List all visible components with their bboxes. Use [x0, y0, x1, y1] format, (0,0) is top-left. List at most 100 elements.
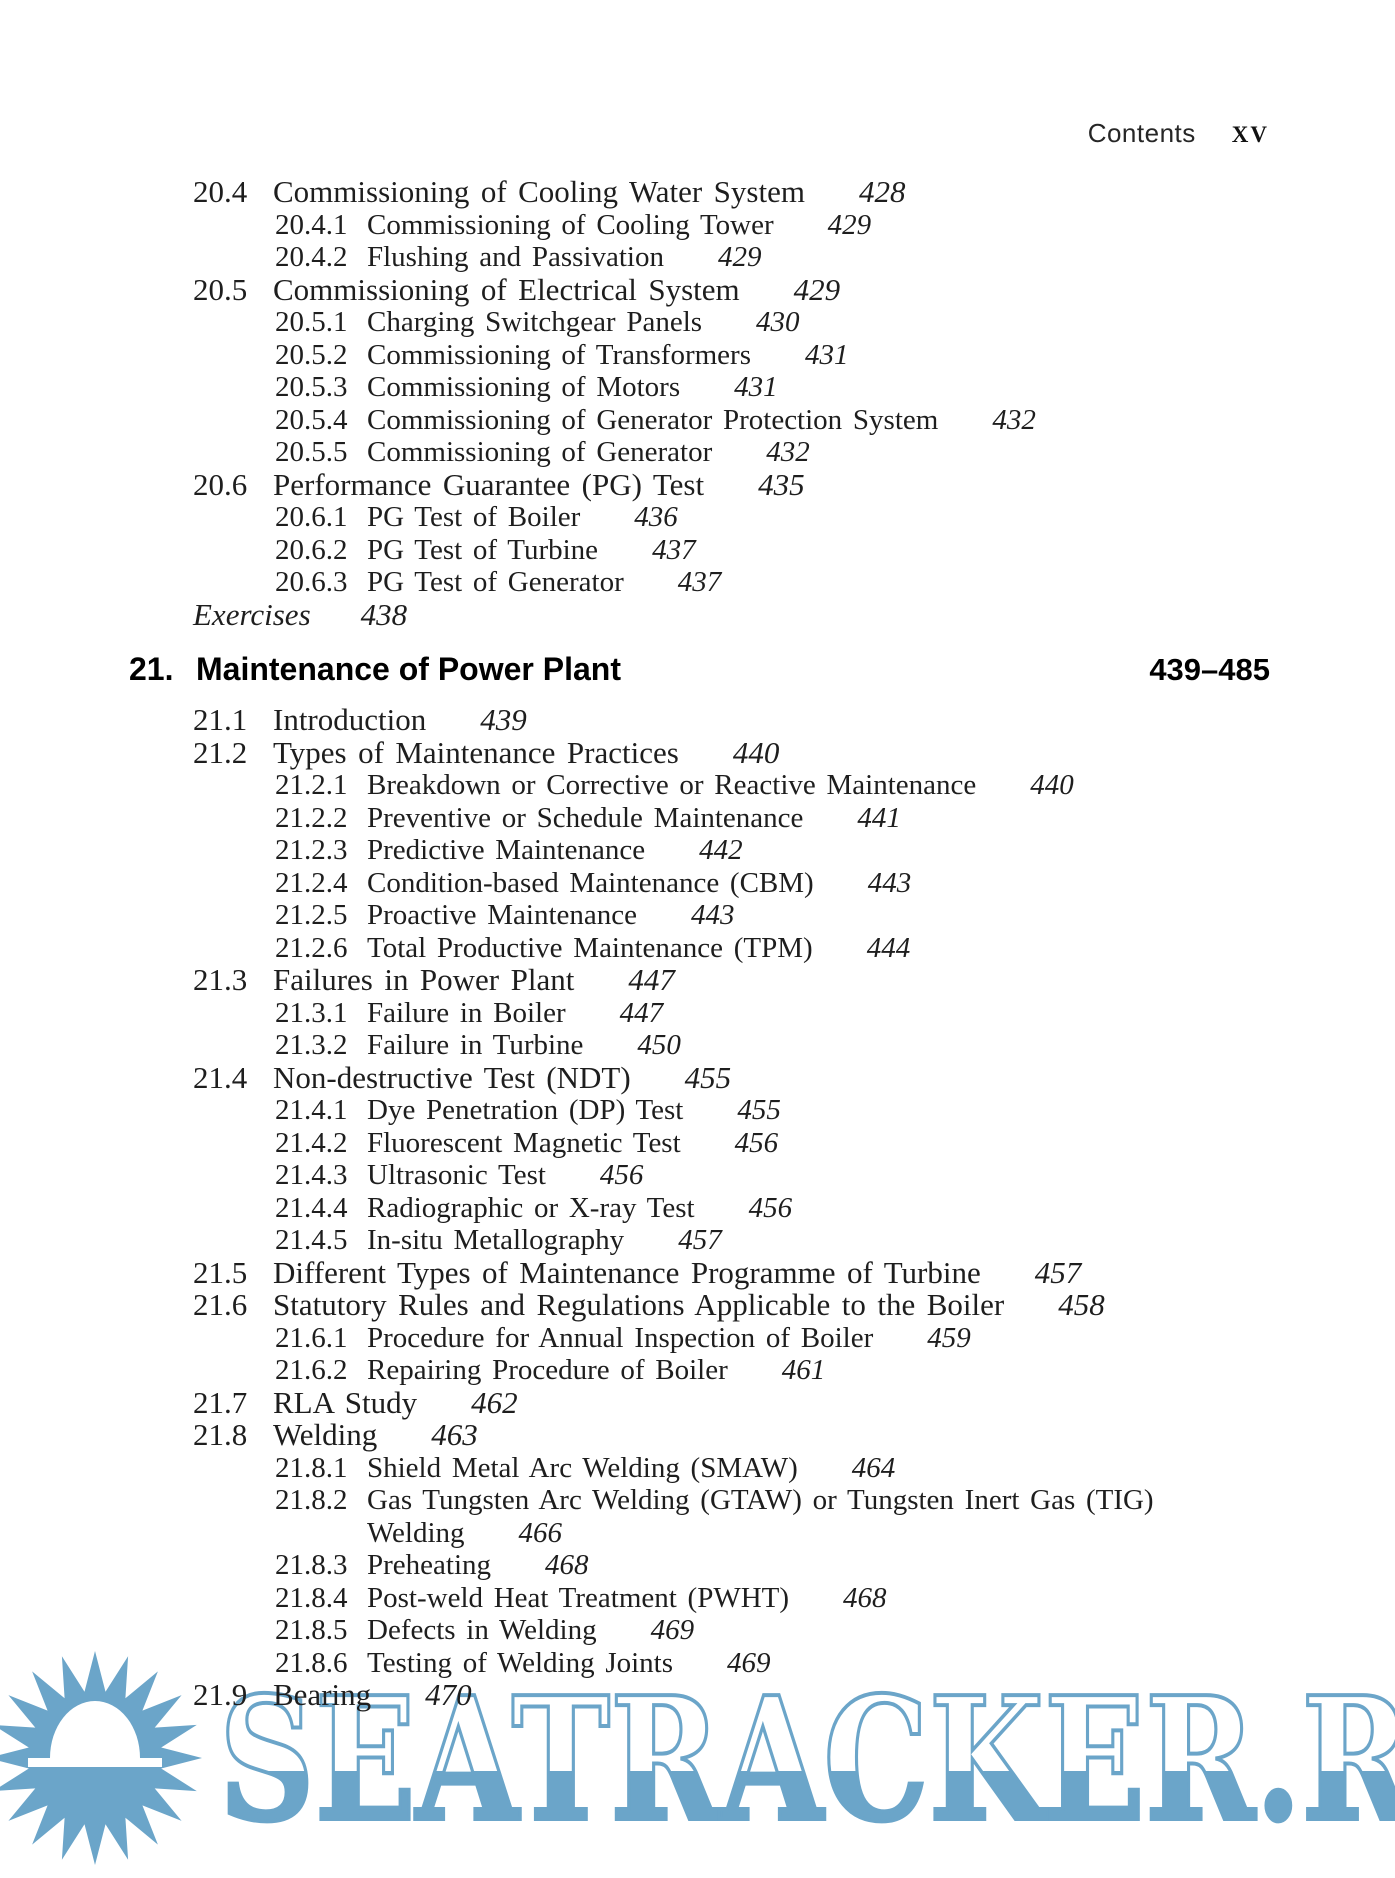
entry-number: 20.6.1	[275, 501, 348, 533]
entry-number: 21.4.4	[275, 1191, 348, 1224]
entry-page: 450	[637, 1029, 681, 1061]
entry-title: Condition-based Maintenance (CBM)	[367, 866, 814, 899]
toc-entry: 20.6.2 PG Test of Turbine 437	[193, 534, 1270, 567]
entry-title: Welding	[367, 1516, 465, 1549]
entry-number: 21.8.5	[275, 1614, 348, 1646]
toc-entry: 21.4.3 Ultrasonic Test 456	[193, 1159, 1270, 1192]
entry-number: 21.8.3	[275, 1549, 348, 1581]
entry-title: Types of Maintenance Practices	[273, 734, 679, 770]
entry-number: 21.3	[193, 962, 248, 997]
entry-title: Non-destructive Test (NDT)	[273, 1059, 631, 1095]
toc-entry: 21.8.6 Testing of Welding Joints 469	[193, 1647, 1270, 1680]
entry-page: 463	[431, 1417, 478, 1452]
entry-page: 430	[756, 306, 800, 338]
entry-title: Commissioning of Cooling Tower	[367, 208, 774, 241]
toc-entry: 20.5 Commissioning of Electrical System 42…	[193, 271, 1270, 307]
entry-number: 21.8	[193, 1417, 248, 1452]
entry-number: 21.4.2	[275, 1126, 348, 1159]
entry-title: Testing of Welding Joints	[367, 1646, 674, 1679]
entry-number: 21.4.5	[275, 1224, 348, 1256]
entry-title: Preventive or Schedule Maintenance	[367, 801, 804, 834]
toc-entry: 21.6.2 Repairing Procedure of Boiler 461	[193, 1354, 1270, 1387]
entry-number: 20.5	[193, 271, 248, 307]
entry-number: 21.5	[193, 1254, 248, 1290]
toc-entry: 21.6.1 Procedure for Annual Inspection of…	[193, 1322, 1270, 1355]
toc-entry: 21.2.4 Condition-based Maintenance (CBM) 4…	[193, 867, 1270, 900]
running-title: Contents	[1087, 118, 1196, 148]
entry-page: 455	[737, 1094, 781, 1126]
toc-entry: 21.4.5 In-situ Metallography 457	[193, 1224, 1270, 1257]
entry-page: 435	[758, 466, 805, 502]
entry-title: Preheating	[367, 1549, 492, 1581]
entry-number: 21.4	[193, 1059, 248, 1095]
entry-number: 21.2.1	[275, 769, 348, 801]
entry-title: RLA Study	[273, 1384, 418, 1420]
entry-number: 20.6	[193, 466, 248, 502]
toc-entry: 21.7 RLA Study 462	[193, 1384, 1270, 1420]
toc-entry: 21.8.4 Post-weld Heat Treatment (PWHT) 468	[193, 1582, 1270, 1615]
entry-page: 457	[678, 1224, 722, 1256]
entry-page: 429	[793, 271, 841, 307]
entry-title: Commissioning of Cooling Water System	[273, 174, 805, 209]
entry-number: 20.5.5	[275, 436, 348, 468]
entry-page: 432	[766, 436, 810, 468]
entry-number: 20.4.2	[275, 241, 348, 273]
entry-title: Commissioning of Generator	[367, 436, 713, 468]
entry-title: Failure in Turbine	[367, 1029, 584, 1061]
entry-number: 20.4	[193, 174, 248, 209]
entry-page: 459	[927, 1321, 971, 1354]
entry-title: Dye Penetration (DP) Test	[367, 1094, 684, 1126]
entry-page: 437	[652, 533, 696, 566]
toc-entry: 21.9 Bearing 470	[193, 1677, 1270, 1712]
chapter-heading: 21. Maintenance of Power Plant 439–485	[129, 649, 1270, 690]
entry-title: Failure in Boiler	[367, 996, 566, 1029]
entry-page: 456	[734, 1126, 779, 1159]
entry-number: 21.2.3	[275, 834, 348, 866]
entry-title: Total Productive Maintenance (TPM)	[367, 931, 813, 964]
toc-entry: 21.4 Non-destructive Test (NDT) 455	[193, 1059, 1270, 1095]
entry-page: 458	[1058, 1287, 1105, 1322]
chapter-21-entries: 21.1 Introduction 439 21.2 Types of Mainten…	[193, 702, 1270, 1712]
entry-number: 20.4.1	[275, 208, 348, 241]
toc-entry: 21.6 Statutory Rules and Regulations Appl…	[193, 1287, 1270, 1322]
toc-entry-exercises: Exercises 438	[193, 598, 1270, 632]
entry-title: Commissioning of Generator Protection Sy…	[367, 403, 939, 436]
entry-title: Radiographic or X-ray Test	[367, 1191, 695, 1224]
entry-number: 20.5.2	[275, 338, 348, 371]
entry-number: 20.5.1	[275, 306, 348, 338]
entry-number: 21.6.2	[275, 1354, 348, 1386]
toc-entry: 20.6.1 PG Test of Boiler 436	[193, 501, 1270, 534]
entry-page: 468	[545, 1549, 589, 1581]
toc-entry: 21.1 Introduction 439	[193, 702, 1270, 737]
entry-page: 443	[691, 899, 735, 931]
entry-page: 456	[748, 1191, 793, 1224]
toc-entry: 21.4.2 Fluorescent Magnetic Test 456	[193, 1127, 1270, 1160]
entry-title: Predictive Maintenance	[367, 834, 646, 866]
entry-page: 431	[805, 338, 849, 371]
entry-number: 21.9	[193, 1677, 248, 1712]
toc-entry: 21.3.2 Failure in Turbine 450	[193, 1029, 1270, 1062]
entry-number: 21.4.1	[275, 1094, 348, 1126]
entry-title: Breakdown or Corrective or Reactive Main…	[367, 769, 977, 801]
page-header: Contents XV	[1088, 118, 1269, 149]
chapter-number: 21.	[129, 651, 174, 687]
entry-title: Introduction	[273, 702, 427, 737]
entry-number: 21.8.6	[275, 1646, 348, 1679]
entry-page: 442	[699, 834, 743, 866]
entry-title: PG Test of Generator	[367, 566, 624, 598]
entry-number: 20.6.3	[275, 566, 348, 598]
entry-number: 21.2.6	[275, 931, 348, 964]
entry-page: 428	[858, 174, 906, 209]
toc-entry: 21.2 Types of Maintenance Practices 440	[193, 734, 1270, 770]
entry-page: 468	[843, 1581, 887, 1614]
entry-page: 461	[781, 1354, 826, 1386]
toc-entry: 21.5 Different Types of Maintenance Progr…	[193, 1254, 1270, 1290]
entry-title: Defects in Welding	[367, 1614, 597, 1646]
toc-entry: 21.2.2 Preventive or Schedule Maintenance…	[193, 802, 1270, 835]
entry-page: 432	[992, 403, 1036, 436]
entry-number: 21.2.2	[275, 801, 348, 834]
entry-title: Charging Switchgear Panels	[367, 306, 703, 338]
entry-page: 440	[732, 734, 780, 770]
entry-number: 21.7	[193, 1384, 248, 1420]
entry-number: 21.3.2	[275, 1029, 348, 1061]
